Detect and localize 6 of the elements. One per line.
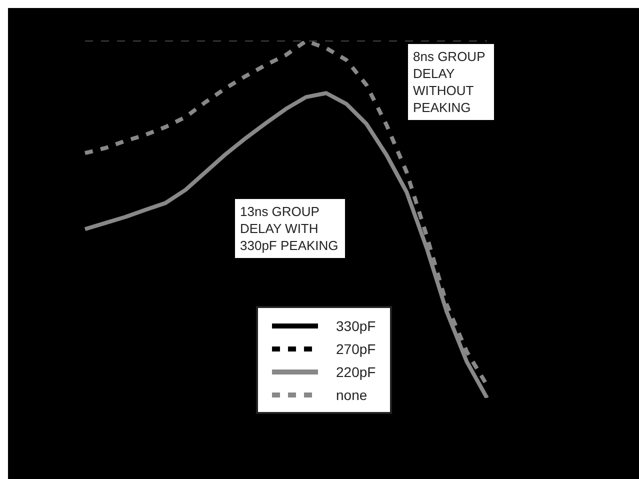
legend-label: 270pF [336, 340, 376, 356]
annotation: 8ns GROUP DELAY WITHOUT PEAKING [408, 44, 494, 120]
annotation: 13ns GROUP DELAY WITH 330pF PEAKING [235, 199, 345, 258]
legend-label: 220pF [336, 364, 376, 380]
legend-label: none [336, 386, 368, 402]
legend-label: 330pF [336, 318, 376, 334]
